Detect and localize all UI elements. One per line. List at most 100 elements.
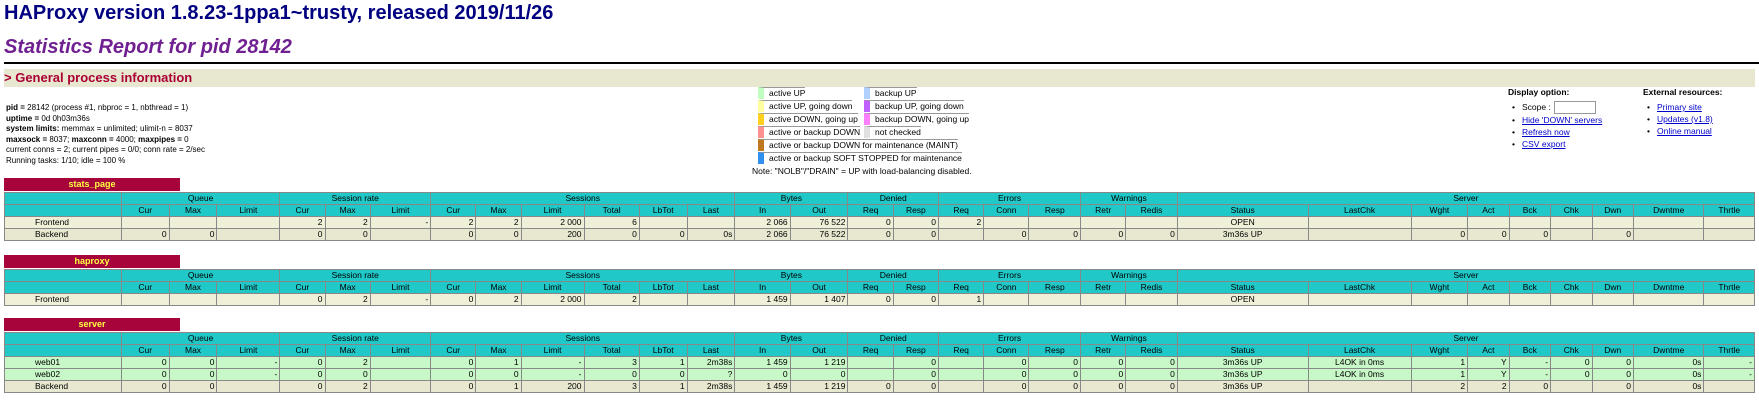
table-cell [1125,216,1178,229]
column-header: Req [937,281,985,294]
proxy-name-haproxy[interactable]: haproxy [4,255,180,268]
legend-left-1: active UP, going down [758,100,853,112]
column-header: Dwn [1591,344,1635,357]
refresh-link[interactable]: Refresh now [1522,127,1570,138]
table-cell: 2 [324,293,371,306]
table-cell [1550,228,1593,241]
table-cell: 0 [892,293,939,306]
column-header: Dwn [1591,204,1635,217]
table-cell [168,216,218,229]
table-cell [216,293,281,306]
table-cell: 2 [937,216,985,229]
column-header: Resp [892,344,939,357]
table-cell [1467,293,1510,306]
column-header: Max [324,344,371,357]
column-header: Bck [1508,344,1552,357]
column-group-header: Queue [120,269,281,282]
section-bar: > General process information [4,69,1755,87]
display-option-title: Display option: [1508,87,1570,97]
table-cell [937,356,985,369]
table-cell: 0 [983,228,1030,241]
table-cell [120,216,170,229]
column-header: Resp [1028,281,1082,294]
row-name[interactable]: web02 [4,368,122,381]
csv-export-link[interactable]: CSV export [1522,139,1566,150]
table-cell: 3m36s UP [1176,228,1309,241]
column-header: Total [583,281,640,294]
table-cell: 0 [638,368,688,381]
column-header: Bck [1508,204,1552,217]
column-header: Conn [983,281,1030,294]
table-cell: 2 [430,216,477,229]
external-title: External resources: [1643,87,1723,97]
table-cell: 2m38s [686,380,736,393]
column-header: Dwntme [1633,204,1705,217]
table-cell: 0 [1125,228,1178,241]
column-header: Status [1176,344,1309,357]
row-name[interactable]: Backend [4,228,122,241]
column-header: In [734,281,791,294]
table-cell: 2 [324,356,371,369]
table-cell: 0 [1508,380,1552,393]
legend-left-5: active or backup SOFT STOPPED for mainte… [758,152,962,164]
hide-down-link[interactable]: Hide 'DOWN' servers [1522,115,1603,126]
table-cell: - [1703,368,1755,381]
table-cell: 1 [475,356,522,369]
table-cell: 1 407 [789,293,849,306]
column-header: Limit [216,204,281,217]
updates-link[interactable]: Updates (v1.8) [1657,114,1713,124]
proxy-name-stats_page[interactable]: stats_page [4,178,180,191]
table-cell: 0 [1028,368,1082,381]
table-cell: 0 [120,380,170,393]
column-header: Req [937,344,985,357]
table-cell [1080,293,1127,306]
table-cell [1703,293,1755,306]
column-header: Limit [520,344,585,357]
table-cell [1307,216,1412,229]
table-cell: - [369,293,432,306]
table-cell: 1 [475,380,522,393]
column-header: Resp [1028,344,1082,357]
primary-site-link[interactable]: Primary site [1657,102,1702,112]
column-header: Dwntme [1633,281,1705,294]
table-cell: 0 [475,228,522,241]
row-name[interactable]: Frontend [4,216,122,229]
column-header: Limit [216,344,281,357]
column-header: Max [168,281,218,294]
info-uptime: uptime = 0d 0h03m36s [6,113,90,123]
table-cell [983,293,1030,306]
row-name[interactable]: web01 [4,356,122,369]
column-group-header: Bytes [734,332,849,345]
table-cell [1703,228,1755,241]
table-cell: 1 219 [789,356,849,369]
scope-input[interactable] [1553,101,1596,115]
page-subtitle: Statistics Report for pid 28142 [4,36,292,58]
table-cell: 3 [583,380,640,393]
table-cell: - [216,368,281,381]
row-name[interactable]: Frontend [4,293,122,306]
table-cell [216,380,281,393]
table-cell: 0 [1080,380,1127,393]
table-cell [1080,216,1127,229]
table-cell: 0 [734,368,791,381]
column-header: Retr [1080,204,1127,217]
table-cell: 0 [1591,356,1635,369]
column-header: Req [847,344,894,357]
table-cell [1307,228,1412,241]
display-option: Display option: Scope : Hide 'DOWN' serv… [1508,86,1602,150]
column-header: Limit [369,204,432,217]
proxy-name-server[interactable]: server [4,318,180,331]
table-cell: - [520,368,585,381]
table-cell [937,380,985,393]
column-header: Req [847,204,894,217]
column-header: Chk [1550,204,1593,217]
column-header: Resp [892,281,939,294]
row-name[interactable]: Backend [4,380,122,393]
table-row: Frontend 2 2-2 2 2 000 6 2 066 76 522 0 0 2 OPEN [4,216,1755,229]
table-row: Frontend 0 2-0 2 2 000 2 1 459 1 407 0 0 1 OPEN [4,293,1755,306]
table-cell: 2 [1410,380,1469,393]
manual-link[interactable]: Online manual [1657,126,1712,136]
legend-left-0: active UP [758,87,806,99]
column-header: In [734,204,791,217]
column-header: Chk [1550,344,1593,357]
